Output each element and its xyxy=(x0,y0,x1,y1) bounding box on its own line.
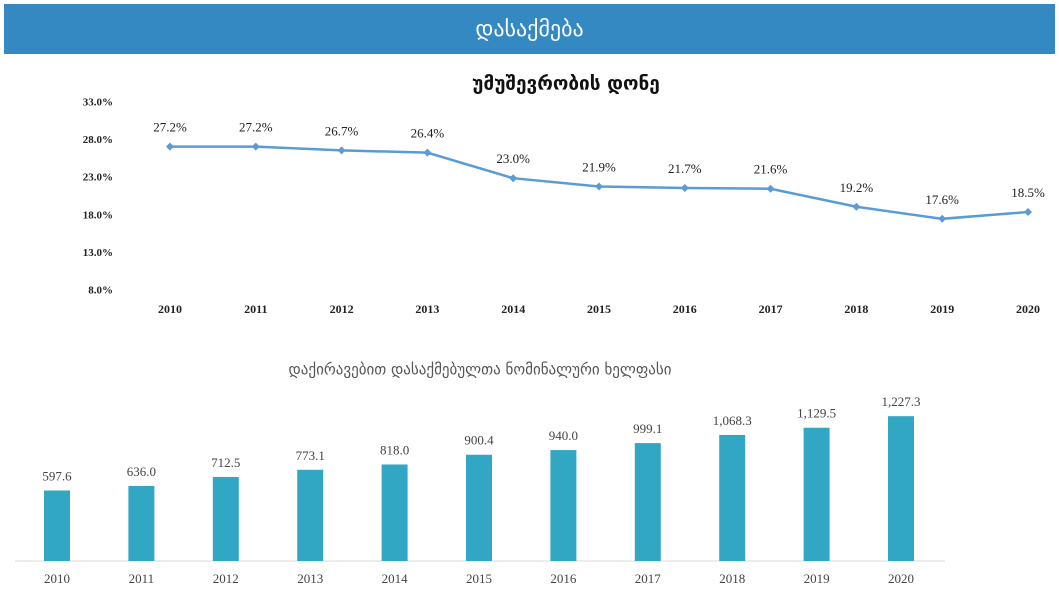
bar xyxy=(466,454,492,561)
header: დასაქმება xyxy=(4,4,1055,54)
data-label: 1,129.5 xyxy=(797,406,836,421)
data-label: 26.4% xyxy=(411,126,445,141)
marker xyxy=(680,183,689,192)
data-label: 21.9% xyxy=(582,159,616,174)
data-label: 773.1 xyxy=(296,448,325,463)
chart-title: უმუშევრობის დონე xyxy=(472,73,660,95)
marker xyxy=(595,182,603,191)
bar xyxy=(719,434,746,561)
data-label: 26.7% xyxy=(325,123,359,138)
bar xyxy=(888,416,914,561)
data-label: 21.7% xyxy=(668,161,702,176)
marker xyxy=(509,174,518,183)
x-tick-label: 2015 xyxy=(466,571,492,586)
bar xyxy=(128,485,155,561)
data-label: 19.2% xyxy=(840,180,874,195)
x-tick-label: 2020 xyxy=(1016,302,1040,316)
x-tick-label: 2010 xyxy=(158,302,182,316)
data-label: 940.0 xyxy=(549,428,578,443)
bar xyxy=(44,490,70,561)
data-label: 1,227.3 xyxy=(882,394,921,409)
data-label: 23.0% xyxy=(496,151,530,166)
data-label: 636.0 xyxy=(127,464,156,479)
marker xyxy=(852,202,861,211)
x-tick-label: 2014 xyxy=(501,302,525,316)
x-tick-label: 2011 xyxy=(129,571,155,586)
x-tick-label: 2019 xyxy=(804,571,830,586)
chart-title: დაქირავებით დასაქმებულთა ნომინალური ხელფ… xyxy=(289,361,672,379)
bar xyxy=(381,464,408,561)
bar xyxy=(212,476,239,561)
data-label: 818.0 xyxy=(380,442,409,457)
x-tick-label: 2011 xyxy=(244,302,267,316)
x-tick-label: 2010 xyxy=(44,571,70,586)
data-label: 900.4 xyxy=(464,433,494,448)
x-tick-label: 2013 xyxy=(415,302,439,316)
data-label: 27.2% xyxy=(153,120,187,135)
x-tick-label: 2014 xyxy=(382,571,409,586)
y-tick-label: 33.0% xyxy=(83,97,113,109)
x-tick-label: 2020 xyxy=(888,571,914,586)
bar xyxy=(297,469,324,561)
marker xyxy=(938,214,947,223)
marker xyxy=(766,184,775,193)
x-tick-label: 2018 xyxy=(719,571,745,586)
data-label: 1,068.3 xyxy=(713,413,752,428)
y-tick-label: 13.0% xyxy=(83,247,113,259)
y-tick-label: 23.0% xyxy=(83,172,113,184)
x-tick-label: 2017 xyxy=(635,571,662,586)
x-tick-label: 2016 xyxy=(550,571,577,586)
data-label: 597.6 xyxy=(42,468,72,483)
bar xyxy=(803,427,830,561)
x-tick-label: 2013 xyxy=(297,571,323,586)
y-tick-label: 8.0% xyxy=(88,285,113,297)
x-tick-label: 2017 xyxy=(759,302,783,316)
bar xyxy=(634,443,661,561)
data-label: 21.6% xyxy=(754,162,788,177)
data-label: 17.6% xyxy=(925,192,959,207)
bar xyxy=(550,450,577,561)
marker xyxy=(337,146,346,155)
x-tick-label: 2018 xyxy=(844,302,868,316)
y-tick-label: 28.0% xyxy=(83,134,113,146)
x-tick-label: 2015 xyxy=(587,302,611,316)
data-label: 27.2% xyxy=(239,120,273,135)
x-tick-label: 2019 xyxy=(930,302,954,316)
x-tick-label: 2012 xyxy=(213,571,239,586)
marker xyxy=(1024,208,1032,217)
data-label: 999.1 xyxy=(633,421,662,436)
data-label: 712.5 xyxy=(211,455,240,470)
data-label: 18.5% xyxy=(1011,185,1045,200)
marker xyxy=(251,142,260,151)
marker xyxy=(423,148,432,157)
y-tick-label: 18.0% xyxy=(83,209,113,221)
x-tick-label: 2012 xyxy=(330,302,354,316)
marker xyxy=(166,142,174,151)
x-tick-label: 2016 xyxy=(673,302,697,316)
